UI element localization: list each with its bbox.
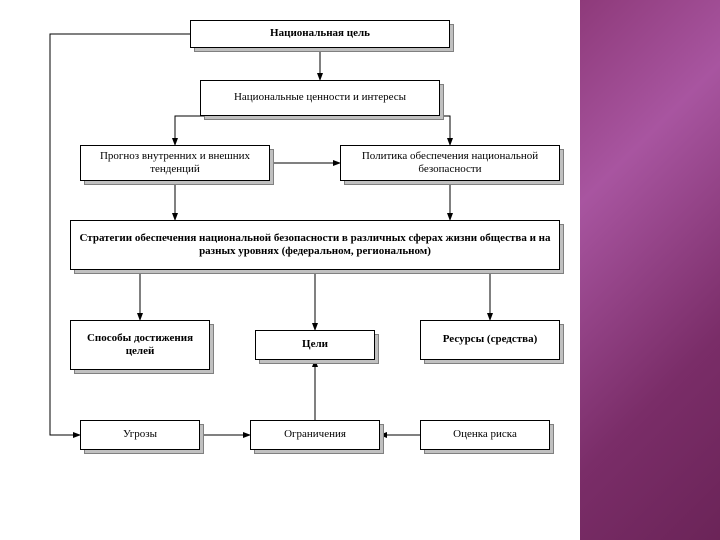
edge — [175, 116, 240, 145]
node-n8: Ресурсы (средства) — [420, 320, 560, 360]
node-n2: Национальные ценности и интересы — [200, 80, 440, 116]
node-n1: Национальная цель — [190, 20, 450, 48]
node-n10: Ограничения — [250, 420, 380, 450]
node-n5: Стратегии обеспечения национальной безоп… — [70, 220, 560, 270]
node-n7: Цели — [255, 330, 375, 360]
node-n6: Способы достижения целей — [70, 320, 210, 370]
node-n3: Прогноз внутренних и внешних тенденций — [80, 145, 270, 181]
flowchart-diagram: Национальная цель Национальные ценности и… — [40, 20, 580, 520]
node-n9: Угрозы — [80, 420, 200, 450]
node-n4: Политика обеспечения национальной безопа… — [340, 145, 560, 181]
background-right — [580, 0, 720, 540]
edge — [400, 116, 450, 145]
node-n11: Оценка риска — [420, 420, 550, 450]
